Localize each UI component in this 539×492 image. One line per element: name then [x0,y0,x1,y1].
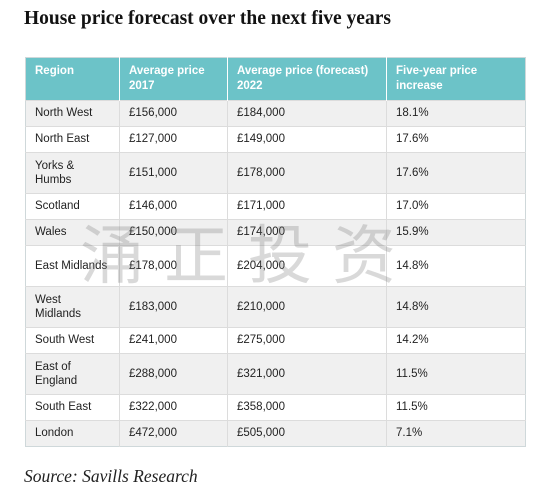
increase-cell: 11.5% [386,353,526,395]
table-row: London £472,000 £505,000 7.1% [25,420,526,447]
price-2017-cell: £241,000 [119,327,228,354]
price-2017-cell: £178,000 [119,245,228,287]
table-row: North East £127,000 £149,000 17.6% [25,126,526,153]
price-2017-cell: £288,000 [119,353,228,395]
region-cell: North East [25,126,120,153]
table-row: East Midlands £178,000 £204,000 14.8% [25,245,526,287]
price-2017-cell: £183,000 [119,286,228,328]
price-2022-cell: £321,000 [227,353,387,395]
table-row: East of England £288,000 £321,000 11.5% [25,353,526,395]
increase-cell: 15.9% [386,219,526,246]
region-cell: North West [25,100,120,127]
header-five-year-increase: Five-year price increase [386,57,526,101]
source-note: Source: Savills Research [24,466,198,486]
region-cell: London [25,420,120,447]
increase-cell: 7.1% [386,420,526,447]
table-row: South East £322,000 £358,000 11.5% [25,394,526,421]
price-2017-cell: £150,000 [119,219,228,246]
price-2022-cell: £204,000 [227,245,387,287]
table-row: Yorks & Humbs £151,000 £178,000 17.6% [25,152,526,194]
increase-cell: 17.6% [386,126,526,153]
increase-cell: 17.6% [386,152,526,194]
price-2017-cell: £322,000 [119,394,228,421]
table-row: South West £241,000 £275,000 14.2% [25,327,526,354]
region-cell: South East [25,394,120,421]
region-cell: East of England [25,353,120,395]
price-2022-cell: £149,000 [227,126,387,153]
page-title: House price forecast over the next five … [24,8,391,29]
increase-cell: 17.0% [386,193,526,220]
increase-cell: 14.8% [386,286,526,328]
region-cell: South West [25,327,120,354]
price-2022-cell: £210,000 [227,286,387,328]
price-2017-cell: £472,000 [119,420,228,447]
table-row: Scotland £146,000 £171,000 17.0% [25,193,526,220]
price-2022-cell: £358,000 [227,394,387,421]
forecast-table: Region Average price 2017 Average price … [25,57,526,447]
region-cell: Yorks & Humbs [25,152,120,194]
price-2017-cell: £146,000 [119,193,228,220]
table-row: North West £156,000 £184,000 18.1% [25,100,526,127]
region-cell: West Midlands [25,286,120,328]
header-average-price-forecast-2022: Average price (forecast) 2022 [227,57,387,101]
header-average-price-2017: Average price 2017 [119,57,228,101]
table-row: West Midlands £183,000 £210,000 14.8% [25,286,526,328]
region-cell: Scotland [25,193,120,220]
price-2022-cell: £505,000 [227,420,387,447]
price-2017-cell: £156,000 [119,100,228,127]
table-header-row: Region Average price 2017 Average price … [25,57,526,101]
price-2017-cell: £151,000 [119,152,228,194]
price-2017-cell: £127,000 [119,126,228,153]
price-2022-cell: £174,000 [227,219,387,246]
region-cell: Wales [25,219,120,246]
header-region: Region [25,57,120,101]
region-cell: East Midlands [25,245,120,287]
increase-cell: 14.8% [386,245,526,287]
increase-cell: 11.5% [386,394,526,421]
table-row: Wales £150,000 £174,000 15.9% [25,219,526,246]
increase-cell: 14.2% [386,327,526,354]
price-2022-cell: £171,000 [227,193,387,220]
increase-cell: 18.1% [386,100,526,127]
price-2022-cell: £275,000 [227,327,387,354]
price-2022-cell: £184,000 [227,100,387,127]
price-2022-cell: £178,000 [227,152,387,194]
